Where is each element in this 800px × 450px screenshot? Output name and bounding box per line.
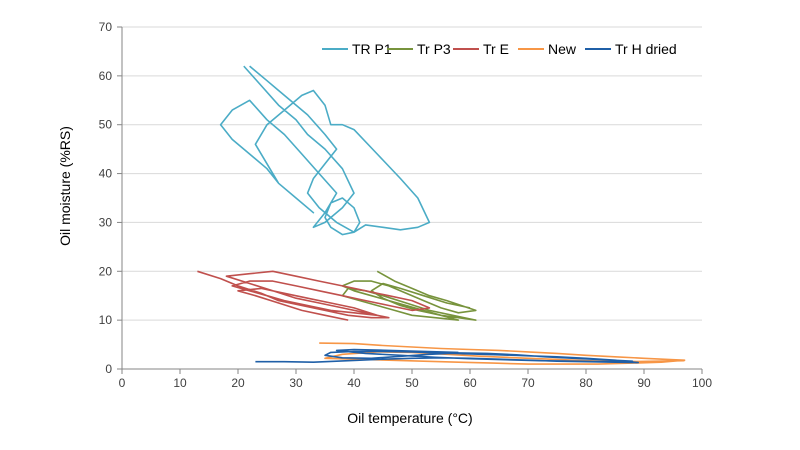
y-tick-labels: 0 10 20 30 40 50 60 70 [99, 20, 122, 376]
series-line-tr-p3 [341, 270, 477, 321]
x-tick-label: 40 [347, 376, 361, 390]
legend-label: New [548, 41, 577, 57]
y-tick-label: 70 [99, 20, 113, 34]
y-tick-label: 30 [99, 215, 113, 229]
axis-lines [121, 27, 702, 370]
gridlines [122, 26, 702, 321]
x-tick-label: 20 [231, 376, 245, 390]
legend-label: TR P1 [352, 41, 392, 57]
legend-label: Tr P3 [417, 41, 451, 57]
x-tick-label: 100 [692, 376, 712, 390]
x-tick-label: 10 [173, 376, 187, 390]
x-tick-label: 70 [521, 376, 535, 390]
x-tick-label: 30 [289, 376, 303, 390]
legend-label: Tr E [483, 41, 509, 57]
x-tick-label: 90 [637, 376, 651, 390]
x-axis-title: Oil temperature (°C) [347, 410, 472, 426]
legend-label: Tr H dried [615, 41, 677, 57]
series-line-tr-p1 [219, 65, 431, 236]
y-tick-label: 20 [99, 264, 113, 278]
x-tick-label: 60 [463, 376, 477, 390]
series-layer [197, 65, 686, 365]
y-tick-label: 10 [99, 313, 113, 327]
legend: TR P1 Tr P3 Tr E New Tr H dried [322, 41, 677, 57]
y-tick-label: 50 [99, 118, 113, 132]
x-tick-labels: 0 10 20 30 40 50 60 70 80 90 100 [119, 369, 712, 390]
y-tick-label: 60 [99, 69, 113, 83]
x-tick-label: 50 [405, 376, 419, 390]
x-tick-label: 0 [119, 376, 126, 390]
series-line-tr-h-dried [255, 348, 639, 364]
series-line-new [319, 342, 686, 365]
y-axis-title: Oil moisture (%RS) [57, 126, 73, 246]
y-tick-label: 0 [105, 362, 112, 376]
y-tick-label: 40 [99, 167, 113, 181]
series-line-tr-e [197, 270, 431, 321]
x-tick-label: 80 [579, 376, 593, 390]
